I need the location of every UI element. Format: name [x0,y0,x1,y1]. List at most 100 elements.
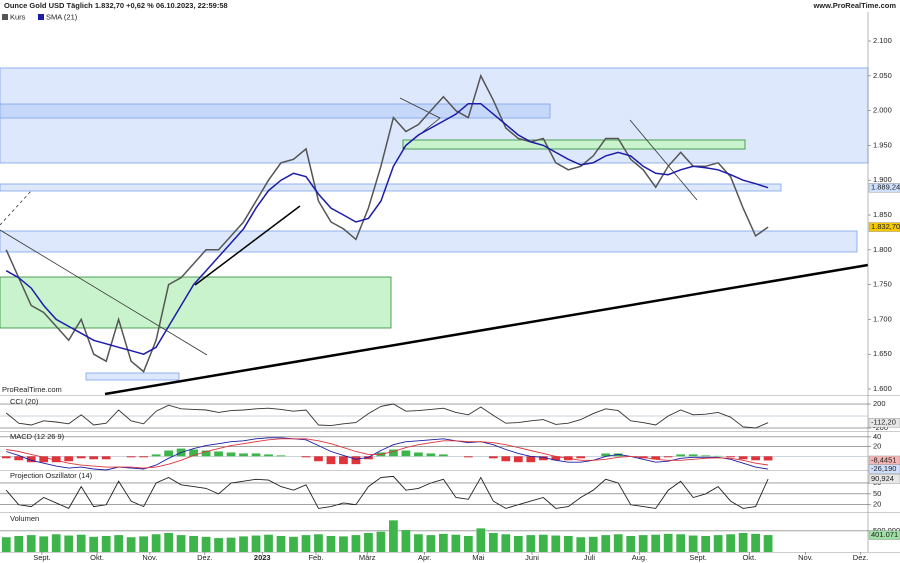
volume-bar [476,528,486,552]
volume-bar [438,533,448,552]
last-value-label: 1.889,24 [871,183,900,192]
x-tick-label: Okt. [90,553,104,562]
last-value-marker [868,474,900,484]
volume-bar [389,520,398,552]
trendline [0,229,208,356]
series-line [5,73,769,373]
volume-bar [114,535,124,552]
histogram-bar [39,456,49,463]
volume-bar [339,536,348,552]
y-tick-label: 1.900 [873,175,892,184]
histogram-bar [501,456,511,462]
volume-bar [613,534,623,552]
x-tick-label: Sept. [33,553,51,562]
last-value-marker [868,418,900,428]
volume-bar [289,536,298,552]
histogram-bar [351,456,361,465]
volume-bar [301,535,311,552]
last-value-label: 90,924 [871,474,894,483]
volume-bar [239,536,248,552]
histogram-bar [751,456,760,461]
y-tick-label: 1.750 [873,280,892,289]
y-tick-label: 1.650 [873,349,892,358]
zone [402,139,746,150]
panel-title: MACD (12 26 9) [10,432,65,441]
histogram-bar [576,456,586,459]
histogram-bar [688,454,698,457]
histogram-bar [526,456,536,463]
volume-bar [626,535,636,552]
volume-bar [164,533,173,552]
y-tick-label: 1.950 [873,140,892,149]
volume-bar [1,537,11,552]
volume-bar [663,533,673,552]
y-tick-label: 20 [873,500,881,509]
y-tick-label: 1.800 [873,245,892,254]
histogram-bar [339,456,348,465]
volume-bar [26,535,36,552]
legend-label: Kurs [10,12,26,21]
y-tick-label: 50 [873,489,881,498]
last-value-marker [868,183,900,193]
histogram-bar [651,456,661,460]
histogram-bar [264,454,273,457]
x-tick-label: Dez. [197,553,212,562]
series-line [5,403,769,429]
trendline [104,263,869,396]
panel-title: Volumen [10,514,39,523]
volume-bar [89,536,99,552]
series-line [6,437,769,471]
volume-bar [501,534,511,552]
histogram-bar [89,456,99,460]
histogram-bar [663,456,673,458]
legend-label: SMA (21) [46,12,78,21]
volume-bar [76,534,86,552]
volume-bar [139,536,148,552]
volume-bar [513,535,523,552]
volume-bar [14,535,24,552]
zones [0,67,869,396]
histogram-bar [401,450,411,457]
panel-title: Projection Oszillator (14) [10,471,93,480]
volume-bar [676,534,686,552]
volume-bar [738,533,748,552]
zone [0,103,551,119]
x-tick-label: Dez. [853,553,868,562]
chart-title: Ounce Gold USD Täglich 1.832,70 +0,62 % … [4,1,228,10]
volume-bar [526,535,536,552]
histogram-bar [726,456,735,458]
histogram-bar [426,453,436,457]
volume-bar [264,534,273,552]
last-value-label: 401.071 [871,530,898,539]
volume-bar [414,534,423,552]
histogram-bar [463,456,473,458]
histogram-bar [1,456,11,459]
volume-bar [538,534,548,552]
volume-bar [39,536,49,552]
histogram-bar [276,455,286,457]
y-tick-label: -200 [873,423,888,432]
volume-bar [401,530,411,552]
source: www.ProRealTime.com [812,1,896,10]
x-tick-label: Aug. [632,553,647,562]
histogram-bar [76,456,86,459]
histogram-bar [488,456,498,459]
zone [85,372,180,381]
histogram-bar [26,456,36,463]
y-tick-label: 20 [873,442,881,451]
volume-bar [314,534,323,552]
volume-bar [101,535,111,552]
volume-bar [488,533,498,552]
last-value-label: 1.832,70 [871,222,900,231]
histogram-bar [226,452,236,457]
volume-bar [51,534,61,552]
trendline [0,189,33,226]
histogram-bar [189,449,198,457]
volume-bar [276,535,286,552]
volume-bar [451,534,461,552]
last-value-label: -112,20 [871,418,896,427]
legend-swatch [38,14,44,20]
x-tick-label: März [359,553,376,562]
x-tick-label: Sept. [689,553,707,562]
zone [0,230,858,253]
